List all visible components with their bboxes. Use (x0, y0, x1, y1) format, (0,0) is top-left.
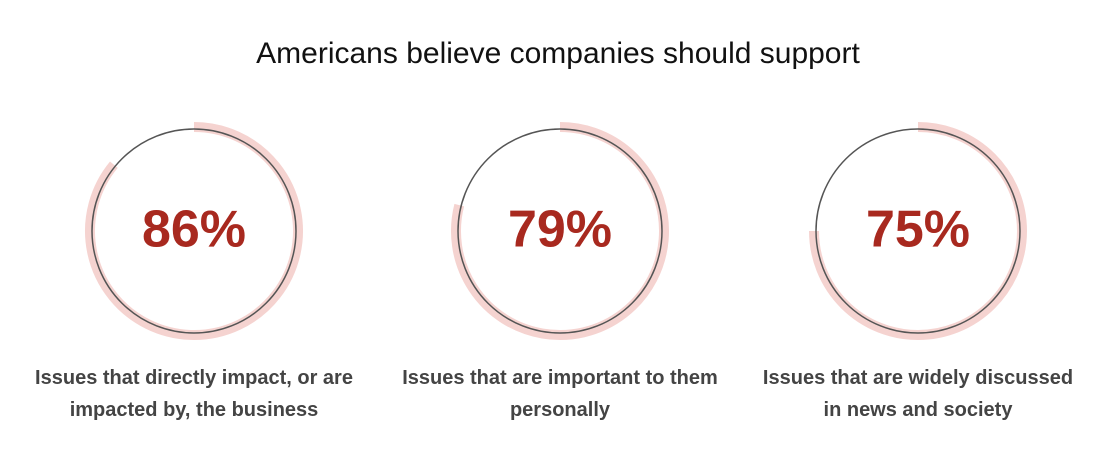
gauge-arc (809, 122, 1027, 340)
category-label: Issues that directly impact, or are impa… (35, 367, 353, 421)
value-label: 86% (142, 201, 246, 259)
gauge-arc (85, 122, 303, 340)
gauge-track (457, 128, 663, 334)
chart-title: Americans believe companies should suppo… (256, 37, 860, 70)
category-label: Issues that are widely discussed in news… (762, 367, 1074, 421)
gauge-arc (451, 122, 669, 340)
value-label: 79% (508, 201, 612, 259)
gauge-track (815, 128, 1021, 334)
category-label: Issues that are important to them person… (402, 367, 718, 421)
gauge-track (91, 128, 297, 334)
value-label: 75% (866, 201, 970, 259)
